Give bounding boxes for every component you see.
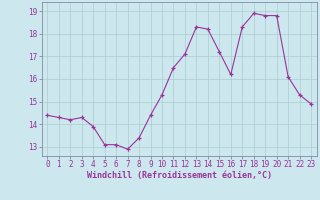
X-axis label: Windchill (Refroidissement éolien,°C): Windchill (Refroidissement éolien,°C) [87,171,272,180]
